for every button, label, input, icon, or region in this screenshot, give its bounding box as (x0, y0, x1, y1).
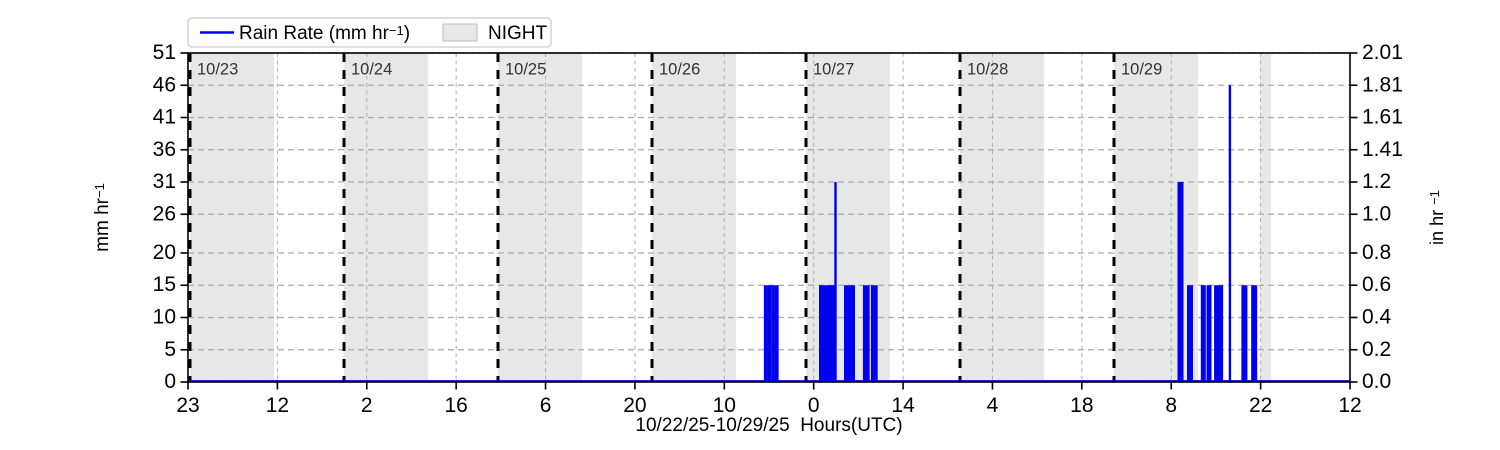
svg-text:0.2: 0.2 (1362, 338, 1391, 361)
svg-text:26: 26 (153, 202, 176, 225)
svg-text:1.2: 1.2 (1362, 170, 1391, 193)
svg-text:0.4: 0.4 (1362, 305, 1392, 328)
svg-text:41: 41 (153, 106, 176, 129)
svg-text:10/23: 10/23 (197, 61, 238, 79)
svg-text:23: 23 (176, 394, 199, 417)
svg-text:12: 12 (266, 394, 289, 417)
svg-text:12: 12 (1338, 394, 1361, 417)
svg-text:0.8: 0.8 (1362, 241, 1391, 264)
svg-text:1.0: 1.0 (1362, 202, 1391, 225)
svg-text:51: 51 (153, 41, 176, 64)
svg-text:10/27: 10/27 (813, 61, 854, 79)
svg-text:0: 0 (808, 394, 820, 417)
svg-text:10/26: 10/26 (659, 61, 700, 79)
svg-text:10/24: 10/24 (351, 61, 392, 79)
svg-text:10/29: 10/29 (1121, 61, 1162, 79)
svg-text:1.61: 1.61 (1362, 106, 1403, 129)
svg-text:0.0: 0.0 (1362, 370, 1391, 393)
svg-text:36: 36 (153, 138, 176, 161)
svg-text:10/28: 10/28 (967, 61, 1008, 79)
svg-text:46: 46 (153, 73, 176, 96)
svg-text:20: 20 (623, 394, 646, 417)
svg-text:1.41: 1.41 (1362, 138, 1403, 161)
svg-text:8: 8 (1165, 394, 1177, 417)
svg-text:18: 18 (1070, 394, 1093, 417)
svg-text:2.01: 2.01 (1362, 41, 1403, 64)
svg-text:NIGHT: NIGHT (488, 23, 548, 44)
svg-text:in hr −1: in hr −1 (1427, 190, 1447, 245)
svg-text:10/25: 10/25 (505, 61, 546, 79)
svg-text:10/22/25-10/29/25 Hours(UTC): 10/22/25-10/29/25 Hours(UTC) (635, 415, 902, 436)
svg-text:4: 4 (987, 394, 999, 417)
svg-text:6: 6 (540, 394, 552, 417)
svg-text:14: 14 (891, 394, 915, 417)
svg-text:Rain Rate (mm hr−1): Rain Rate (mm hr−1) (239, 23, 410, 44)
svg-text:10: 10 (153, 305, 176, 328)
svg-text:20: 20 (153, 241, 176, 264)
svg-text:1.81: 1.81 (1362, 73, 1403, 96)
svg-text:31: 31 (153, 170, 176, 193)
svg-text:5: 5 (164, 338, 176, 361)
svg-text:10: 10 (713, 394, 736, 417)
svg-text:mm hr−1: mm hr−1 (92, 183, 113, 252)
svg-text:15: 15 (153, 273, 176, 296)
svg-text:0: 0 (164, 370, 176, 393)
svg-text:22: 22 (1249, 394, 1272, 417)
svg-text:16: 16 (444, 394, 467, 417)
svg-text:2: 2 (361, 394, 373, 417)
svg-text:0.6: 0.6 (1362, 273, 1391, 296)
